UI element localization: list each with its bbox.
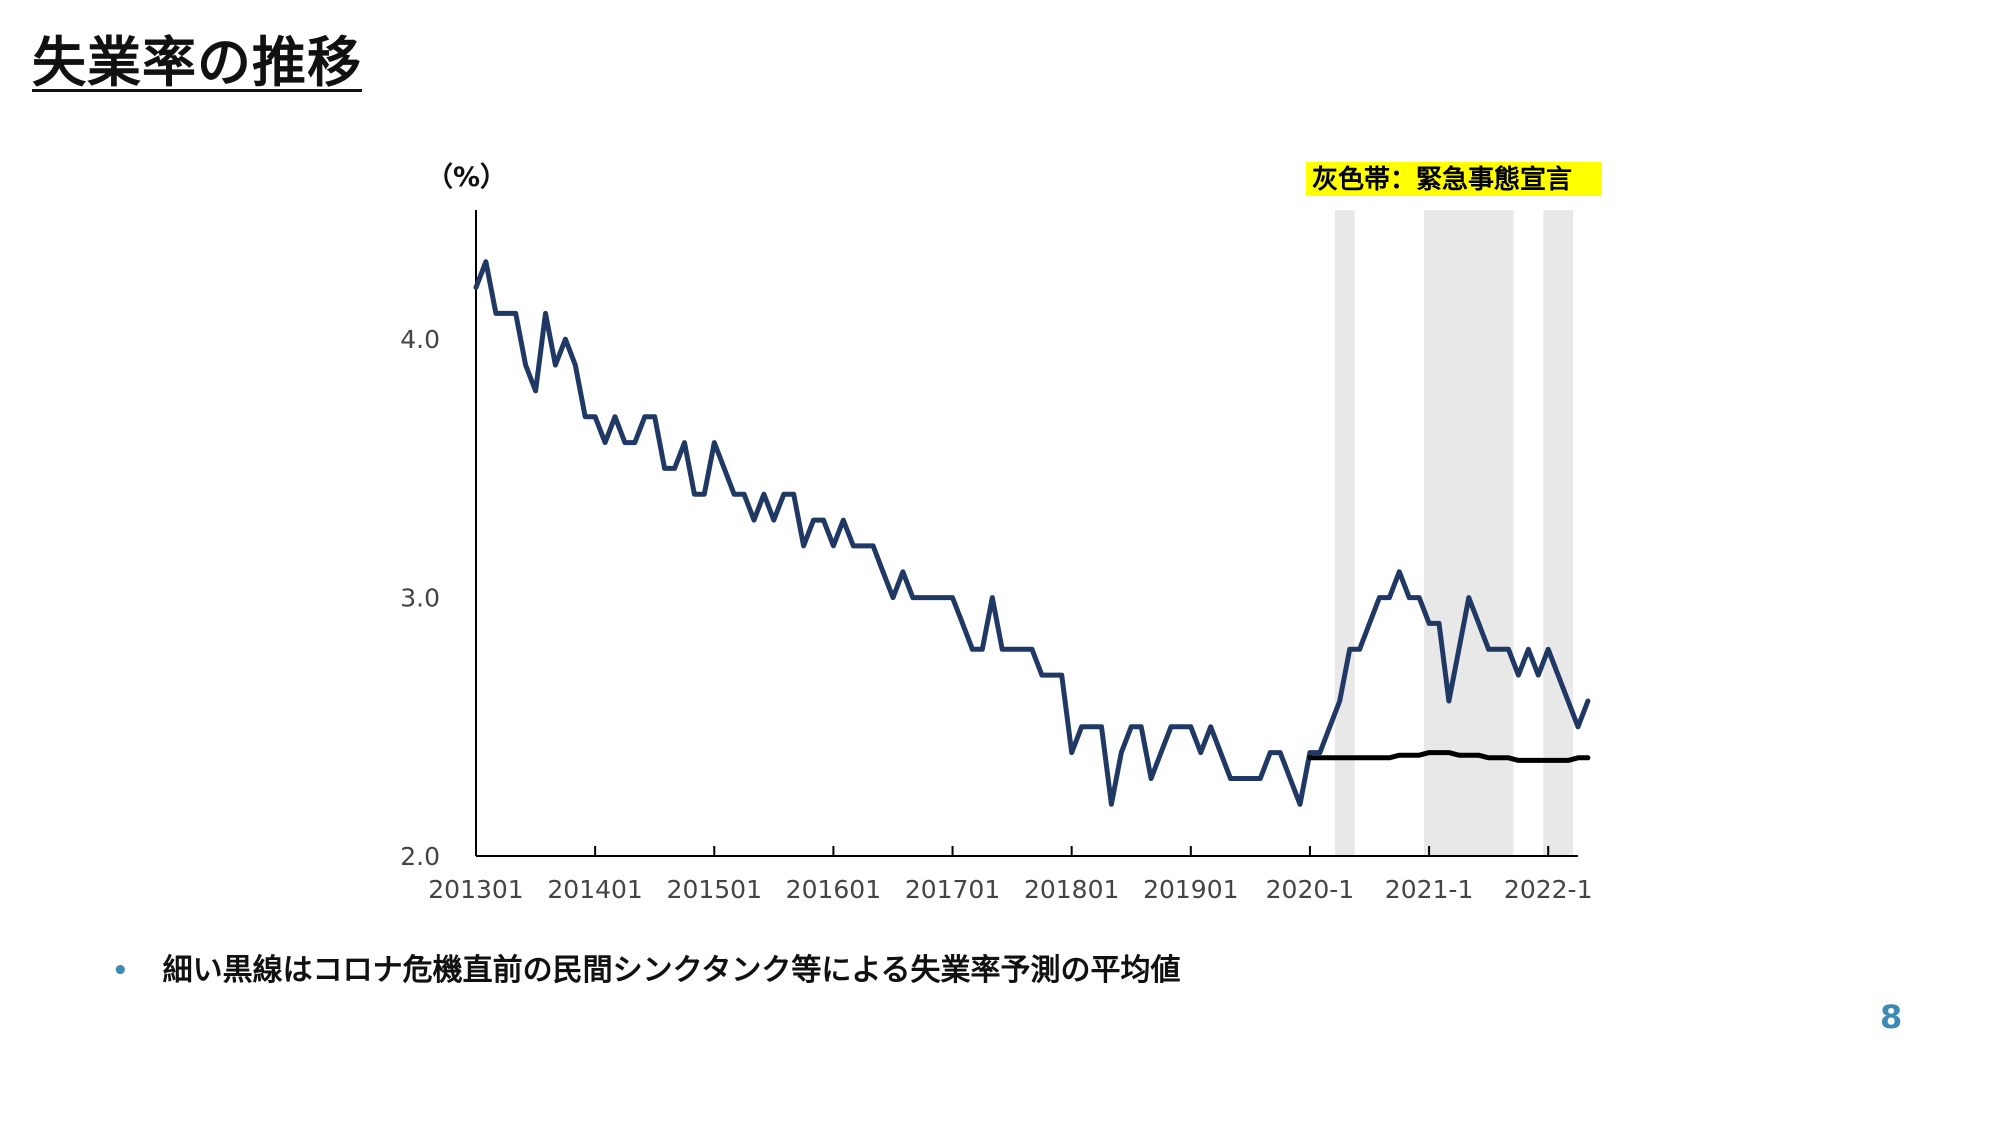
x-tick-label: 201701 [905, 875, 1000, 904]
emergency-band [1424, 210, 1454, 856]
x-tick-label: 2022-1 [1504, 875, 1593, 904]
page-title: 失業率の推移 [32, 31, 362, 94]
bullet-dot-icon: • [112, 956, 129, 986]
footnote-text: 細い黒線はコロナ危機直前の民間シンクタンク等による失業率予測の平均値 [162, 953, 1181, 988]
emergency-band [1453, 210, 1514, 856]
forecast-average-line [1307, 750, 1591, 763]
y-tick-label: 3.0 [400, 584, 440, 613]
x-tick-label: 201901 [1143, 875, 1238, 904]
footnote: • 細い黒線はコロナ危機直前の民間シンクタンク等による失業率予測の平均値 [112, 956, 1181, 986]
unemployment-rate-line [473, 259, 1591, 807]
page-number: 8 [1880, 998, 1903, 1036]
x-tick-label: 201401 [547, 875, 642, 904]
x-axis: 201301 201401 201501 201601 201701 201801 2019… [428, 846, 1592, 904]
x-tick-label: 201501 [667, 875, 762, 904]
legend-note: 灰色帯：緊急事態宣言 [1312, 164, 1572, 195]
y-tick-label: 2.0 [400, 842, 440, 871]
emergency-bands [1334, 210, 1574, 856]
x-tick-label: 2021-1 [1385, 875, 1474, 904]
series-lines [473, 259, 1591, 807]
x-tick-label: 2020-1 [1266, 875, 1355, 904]
emergency-band [1543, 210, 1574, 856]
y-unit-label: （%） [426, 162, 507, 193]
y-axis: 2.0 3.0 4.0 [400, 210, 477, 871]
x-tick-label: 201801 [1024, 875, 1119, 904]
x-tick-label: 201601 [786, 875, 881, 904]
x-tick-label: 201301 [428, 875, 523, 904]
y-tick-label: 4.0 [400, 325, 440, 354]
legend-note-background [1306, 162, 1602, 196]
